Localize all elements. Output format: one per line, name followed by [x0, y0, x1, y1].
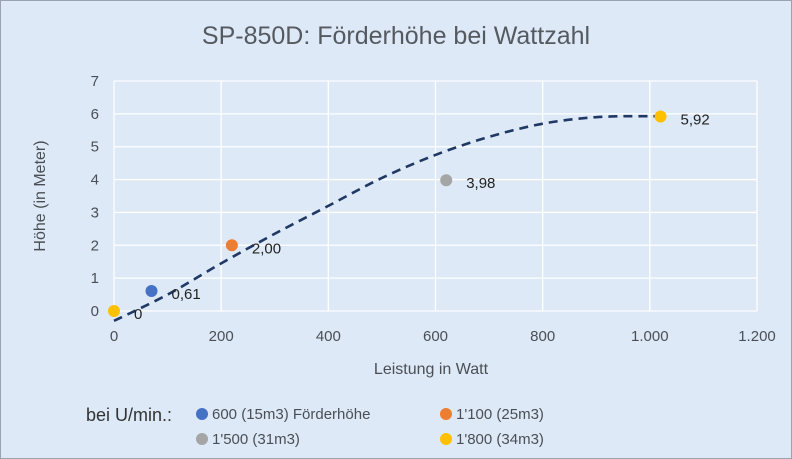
data-label: 2,00 — [252, 240, 281, 257]
grid-layer — [113, 80, 758, 312]
y-tick-label: 6 — [91, 106, 99, 123]
y-tick-label: 7 — [91, 73, 99, 90]
x-tick-label: 1.200 — [738, 328, 776, 345]
y-tick-label: 1 — [91, 270, 99, 287]
data-label: 5,92 — [681, 111, 710, 128]
chart-title: SP-850D: Förderhöhe bei Wattzahl — [202, 22, 590, 50]
legend-label: 1'500 (31m3) — [212, 431, 300, 448]
x-tick-label: 0 — [110, 328, 118, 345]
legend-marker — [196, 433, 208, 445]
data-point — [225, 239, 238, 252]
legend-label: 600 (15m3) Förderhöhe — [212, 406, 370, 423]
y-tick-label: 3 — [91, 204, 99, 221]
x-tick-label: 1.000 — [631, 328, 669, 345]
legend-label: 1'100 (25m3) — [456, 406, 544, 423]
x-tick-label: 400 — [316, 328, 341, 345]
legend-prefix: bei U/min.: — [86, 405, 172, 425]
legend-label: 1'800 (34m3) — [456, 431, 544, 448]
x-tick-label: 200 — [209, 328, 234, 345]
point-layer — [108, 110, 667, 317]
trendline — [113, 114, 666, 323]
data-point — [108, 305, 120, 317]
x-tick-label: 800 — [530, 328, 555, 345]
y-tick-label: 5 — [91, 139, 99, 156]
data-point — [145, 284, 158, 297]
legend-entries: 600 (15m3) Förderhöhe 1'100 (25m3) 1'500 (… — [196, 406, 544, 448]
x-axis-label: Leistung in Watt — [374, 361, 489, 378]
data-label-layer: 0,61 2,00 3,98 5,92 0 — [134, 111, 710, 323]
y-tick-label: 4 — [91, 172, 99, 189]
y-axis-label: Höhe (in Meter) — [32, 140, 49, 251]
tick-layer: 0 1 2 3 4 5 6 7 0 200 400 600 800 1.000 1.200 — [91, 73, 776, 345]
legend: bei U/min.: 600 (15m3) Förderhöhe 1'100 (… — [86, 405, 544, 448]
legend-marker — [440, 433, 452, 445]
data-point — [440, 174, 453, 187]
legend-marker — [440, 408, 452, 420]
legend-marker — [196, 408, 208, 420]
data-label: 3,98 — [466, 175, 495, 192]
data-label: 0 — [134, 306, 142, 323]
y-tick-label: 2 — [91, 237, 99, 254]
y-tick-label: 0 — [91, 303, 99, 320]
x-tick-label: 600 — [423, 328, 448, 345]
data-label: 0,61 — [172, 286, 201, 303]
data-point — [654, 110, 667, 123]
